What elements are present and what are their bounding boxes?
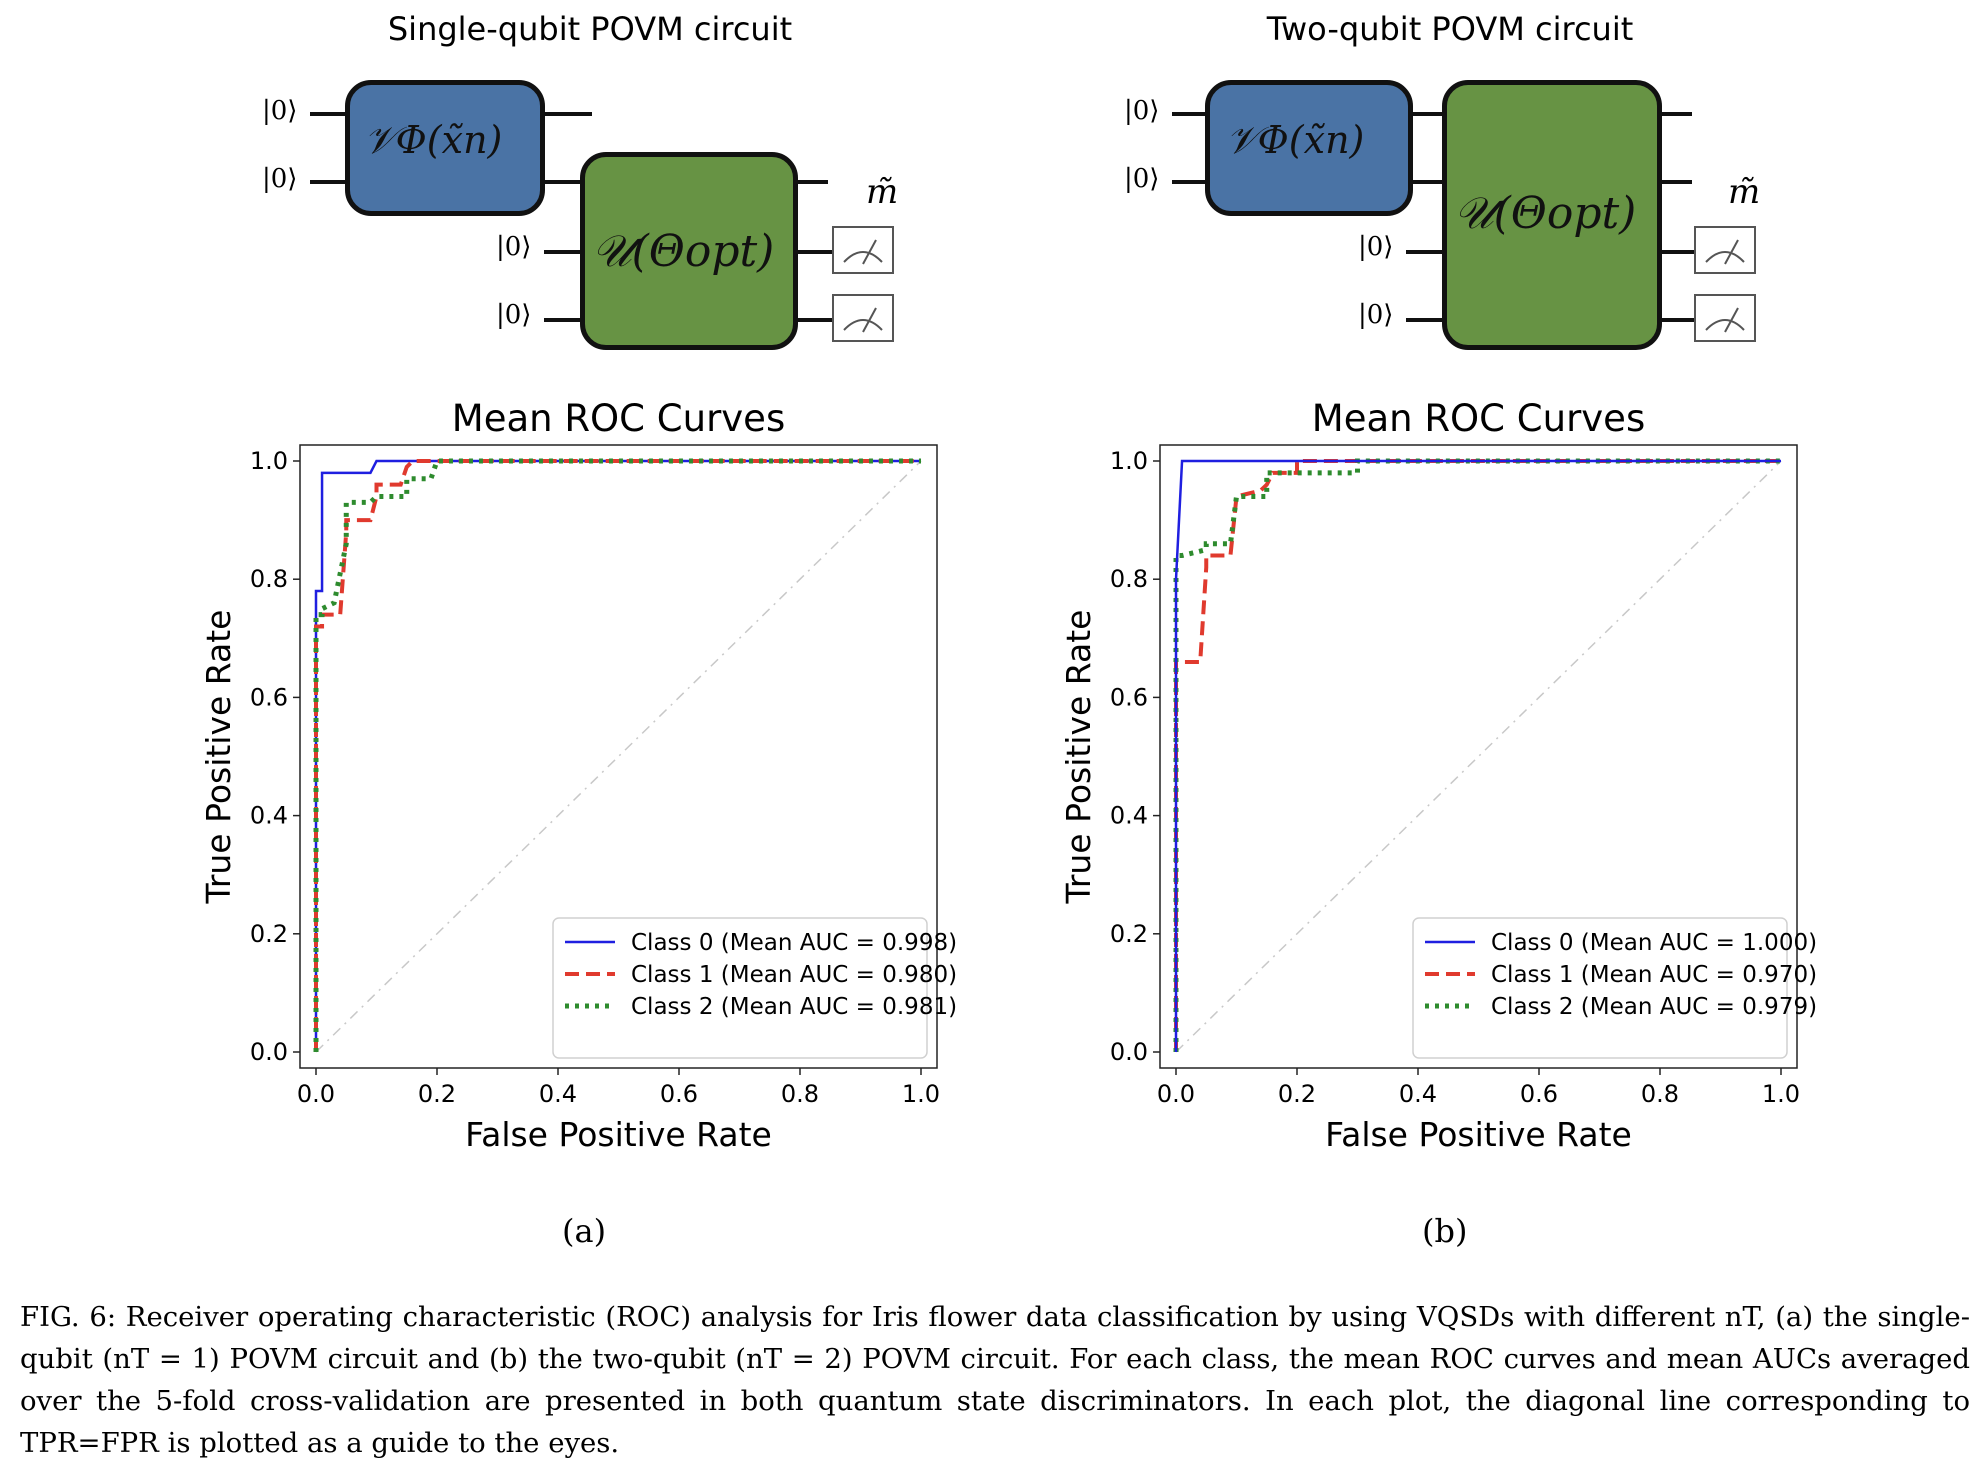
legend-entry-b: Class 2 (Mean AUC = 0.979) bbox=[1491, 994, 1817, 1020]
ket-a-3: |0⟩ bbox=[496, 232, 532, 262]
roc-chart-a: Mean ROC Curves 0.0 0.2 0.4 0.6 0.8 1.0 0.0 0.2 0… bbox=[199, 397, 957, 1154]
legend-entry-a: Class 0 (Mean AUC = 0.998) bbox=[631, 930, 957, 956]
roc-chart-b: Mean ROC Curves 0.0 0.2 0.4 0.6 0.8 1.0 0.0 0.2 0… bbox=[1059, 397, 1817, 1154]
x-tick-label-a: 0.0 bbox=[297, 1080, 335, 1108]
x-tick-label-b: 1.0 bbox=[1762, 1080, 1800, 1108]
figure-caption-label: FIG. 6: bbox=[20, 1301, 117, 1333]
x-tick-label-a: 0.2 bbox=[418, 1080, 456, 1108]
wire-b-2 bbox=[1172, 180, 1692, 184]
legend-entry-b: Class 0 (Mean AUC = 1.000) bbox=[1491, 930, 1817, 956]
x-tick-label-a: 0.6 bbox=[660, 1080, 698, 1108]
y-tick-label-a: 0.0 bbox=[250, 1038, 288, 1066]
circuit-a-title: Single-qubit POVM circuit bbox=[387, 10, 793, 48]
unitary-gate-b-label: 𝒰(Θopt) bbox=[1454, 188, 1637, 239]
wire-a-2 bbox=[310, 180, 828, 184]
meter-icon-a-1 bbox=[832, 226, 894, 274]
ket-b-2: |0⟩ bbox=[1124, 164, 1160, 194]
encoding-gate-b bbox=[1205, 80, 1413, 216]
ket-a-2: |0⟩ bbox=[262, 164, 298, 194]
y-tick-label-b: 0.8 bbox=[1110, 565, 1148, 593]
y-axis-label-a: True Positive Rate bbox=[199, 610, 238, 905]
y-tick-label-a: 1.0 bbox=[250, 447, 288, 475]
roc-line-a-1 bbox=[314, 459, 921, 1052]
encoding-gate-a-label: 𝒱Φ(x̃n) bbox=[364, 118, 503, 162]
y-tick-label-a: 0.6 bbox=[250, 683, 288, 711]
panel-b-label: (b) bbox=[1422, 1212, 1468, 1250]
unitary-gate-a-label: 𝒰(Θopt) bbox=[592, 226, 775, 277]
roc-line-a-diagonal bbox=[315, 460, 922, 1053]
x-tick-label-b: 0.4 bbox=[1399, 1080, 1437, 1108]
meter-icon-b-1 bbox=[1694, 226, 1756, 274]
x-tick-label-b: 0.2 bbox=[1278, 1080, 1316, 1108]
ket-b-4: |0⟩ bbox=[1358, 300, 1394, 330]
ket-b-1: |0⟩ bbox=[1124, 96, 1160, 126]
y-axis-label-b: True Positive Rate bbox=[1059, 610, 1098, 905]
x-tick-label-a: 0.8 bbox=[781, 1080, 819, 1108]
x-axis-label-b: False Positive Rate bbox=[1325, 1115, 1632, 1154]
panel-a-label: (a) bbox=[562, 1212, 607, 1250]
unitary-gate-b bbox=[1442, 80, 1662, 350]
roc-line-b-diagonal bbox=[1175, 460, 1782, 1053]
measurement-label-b: m̃ bbox=[1728, 172, 1761, 212]
unitary-gate-a bbox=[580, 152, 798, 350]
encoding-gate-a bbox=[345, 80, 545, 216]
roc-line-a-0 bbox=[314, 459, 921, 1052]
ket-a-4: |0⟩ bbox=[496, 300, 532, 330]
y-tick-label-a: 0.8 bbox=[250, 565, 288, 593]
wire-b-1 bbox=[1172, 112, 1692, 116]
roc-line-b-1 bbox=[1174, 459, 1781, 1052]
y-tick-label-a: 0.2 bbox=[250, 920, 288, 948]
x-tick-label-a: 1.0 bbox=[902, 1080, 940, 1108]
chart-title-b: Mean ROC Curves bbox=[1312, 397, 1645, 440]
legend-entry-a: Class 1 (Mean AUC = 0.980) bbox=[631, 962, 957, 988]
x-tick-label-a: 0.4 bbox=[539, 1080, 577, 1108]
x-axis-label-a: False Positive Rate bbox=[465, 1115, 772, 1154]
circuit-b-title: Two-qubit POVM circuit bbox=[1266, 10, 1634, 48]
legend-box-b bbox=[1412, 917, 1788, 1059]
chart-title-a: Mean ROC Curves bbox=[452, 397, 785, 440]
legend-box-a bbox=[552, 917, 928, 1059]
legend-entry-b: Class 1 (Mean AUC = 0.970) bbox=[1491, 962, 1817, 988]
roc-line-b-0 bbox=[1174, 459, 1781, 1052]
roc-line-a-2 bbox=[313, 458, 921, 1052]
y-tick-label-b: 0.2 bbox=[1110, 920, 1148, 948]
legend-entry-a: Class 2 (Mean AUC = 0.981) bbox=[631, 994, 957, 1020]
meter-icon-a-2 bbox=[832, 294, 894, 342]
y-tick-label-b: 0.0 bbox=[1110, 1038, 1148, 1066]
x-tick-label-b: 0.0 bbox=[1157, 1080, 1195, 1108]
ket-b-3: |0⟩ bbox=[1358, 232, 1394, 262]
y-tick-label-b: 0.6 bbox=[1110, 683, 1148, 711]
x-tick-label-b: 0.8 bbox=[1641, 1080, 1679, 1108]
y-tick-label-b: 1.0 bbox=[1110, 447, 1148, 475]
encoding-gate-b-label: 𝒱Φ(x̃n) bbox=[1226, 118, 1365, 162]
y-tick-label-b: 0.4 bbox=[1110, 802, 1148, 830]
y-tick-label-a: 0.4 bbox=[250, 802, 288, 830]
measurement-label-a: m̃ bbox=[866, 172, 899, 212]
figure-caption-text: Receiver operating characteristic (ROC) … bbox=[20, 1301, 1970, 1459]
roc-line-b-2 bbox=[1173, 458, 1781, 1052]
figure-caption: FIG. 6: Receiver operating characteristi… bbox=[20, 1296, 1970, 1464]
ket-a-1: |0⟩ bbox=[262, 96, 298, 126]
meter-icon-b-2 bbox=[1694, 294, 1756, 342]
x-tick-label-b: 0.6 bbox=[1520, 1080, 1558, 1108]
